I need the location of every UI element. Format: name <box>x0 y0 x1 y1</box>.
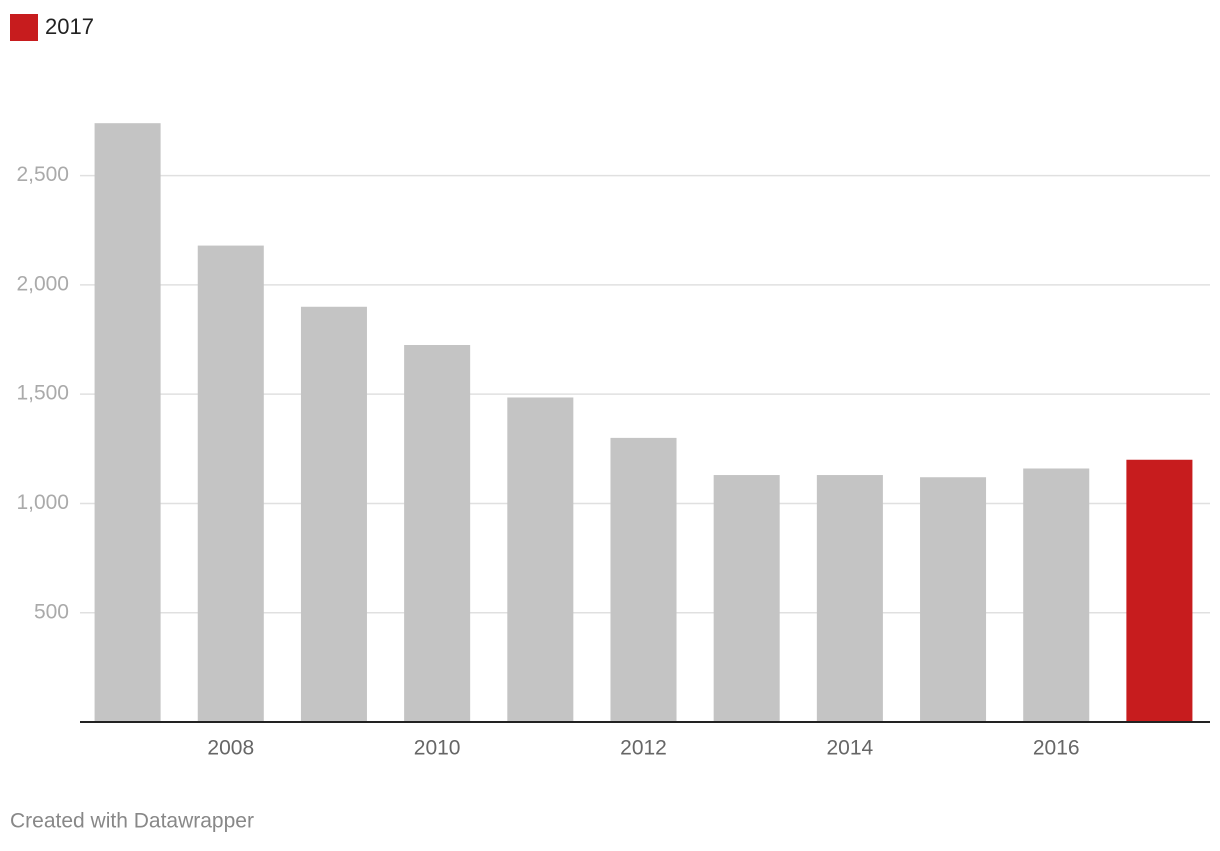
legend-label: 2017 <box>45 14 94 39</box>
bar <box>1023 468 1090 722</box>
bar <box>920 477 987 722</box>
x-tick-label: 2010 <box>414 737 461 760</box>
bar <box>507 397 574 722</box>
bar <box>300 306 367 722</box>
x-tick-label: 2008 <box>207 737 254 760</box>
bar <box>197 245 264 722</box>
x-tick-label: 2016 <box>1033 737 1080 760</box>
bar <box>94 123 161 723</box>
y-tick-label: 2,500 <box>16 163 69 186</box>
x-tick-label: 2014 <box>827 737 874 760</box>
y-tick-label: 1,000 <box>16 491 69 514</box>
y-tick-label: 500 <box>34 600 69 623</box>
bar <box>404 345 471 722</box>
bar <box>610 437 677 722</box>
legend-swatch <box>10 14 38 41</box>
bar <box>816 475 883 722</box>
y-tick-label: 2,000 <box>16 272 69 295</box>
y-tick-label: 1,500 <box>16 382 69 405</box>
footer: Created with Datawrapper <box>10 810 254 833</box>
x-tick-label: 2012 <box>620 737 667 760</box>
bar <box>1126 459 1193 722</box>
bar <box>713 475 780 722</box>
